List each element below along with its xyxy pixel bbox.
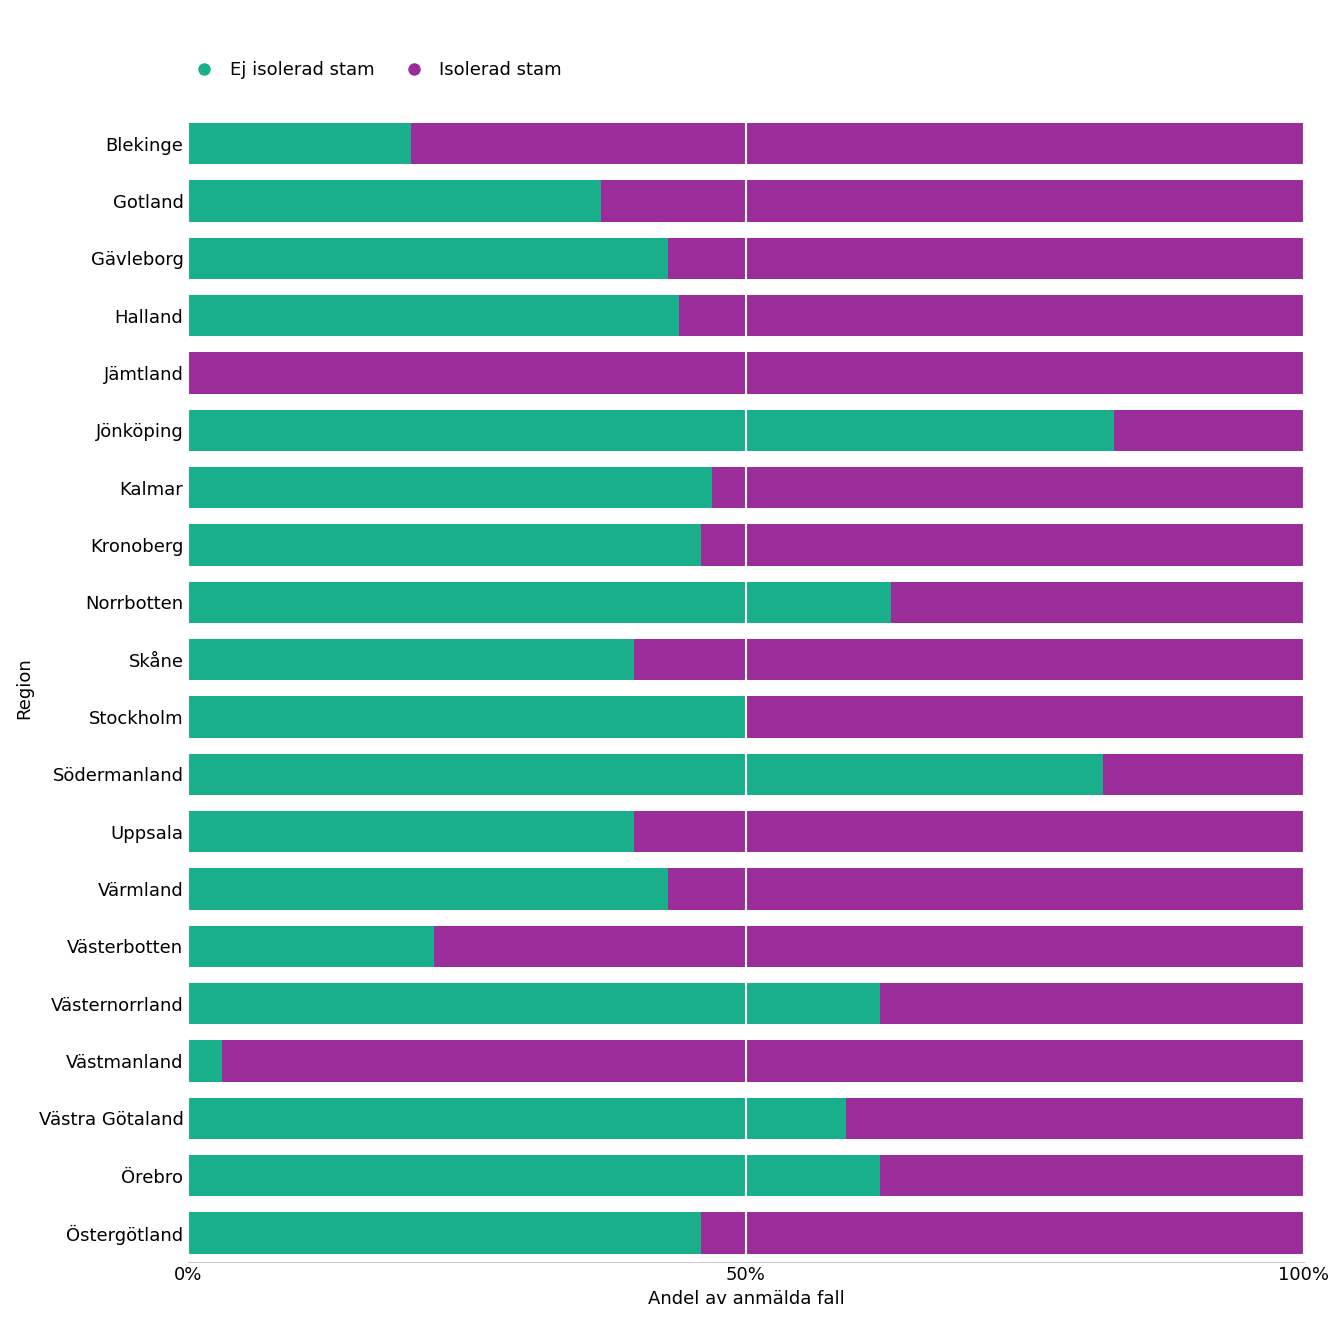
Bar <box>188 467 712 508</box>
Bar <box>188 352 1304 393</box>
Bar <box>188 696 746 737</box>
Bar <box>188 1040 222 1082</box>
Bar <box>188 1212 702 1254</box>
Bar <box>188 926 434 967</box>
Bar <box>702 524 1304 565</box>
Bar <box>188 754 1103 795</box>
Bar <box>188 1155 880 1196</box>
Bar <box>668 868 1304 909</box>
Bar <box>434 926 1304 967</box>
Bar <box>188 868 668 909</box>
Bar <box>222 1040 1304 1082</box>
Bar <box>1103 754 1304 795</box>
Bar <box>891 582 1304 623</box>
Bar <box>880 983 1304 1024</box>
Bar <box>601 180 1304 221</box>
Bar <box>188 410 1114 451</box>
Bar <box>411 123 1304 164</box>
Bar <box>668 238 1304 279</box>
Bar <box>188 811 634 852</box>
Bar <box>188 983 880 1024</box>
Bar <box>188 1098 847 1139</box>
Bar <box>188 582 891 623</box>
Bar <box>188 180 601 221</box>
X-axis label: Andel av anmälda fall: Andel av anmälda fall <box>648 1290 844 1308</box>
Bar <box>712 467 1304 508</box>
Bar <box>847 1098 1304 1139</box>
Bar <box>188 238 668 279</box>
Bar <box>679 295 1304 336</box>
Bar <box>188 123 411 164</box>
Y-axis label: Region: Region <box>15 658 34 720</box>
Bar <box>1114 410 1304 451</box>
Bar <box>188 524 702 565</box>
Bar <box>188 295 679 336</box>
Bar <box>188 639 634 680</box>
Bar <box>746 696 1304 737</box>
Bar <box>634 811 1304 852</box>
Legend: Ej isolerad stam, Isolerad stam: Ej isolerad stam, Isolerad stam <box>187 61 562 79</box>
Bar <box>702 1212 1304 1254</box>
Bar <box>634 639 1304 680</box>
Bar <box>880 1155 1304 1196</box>
